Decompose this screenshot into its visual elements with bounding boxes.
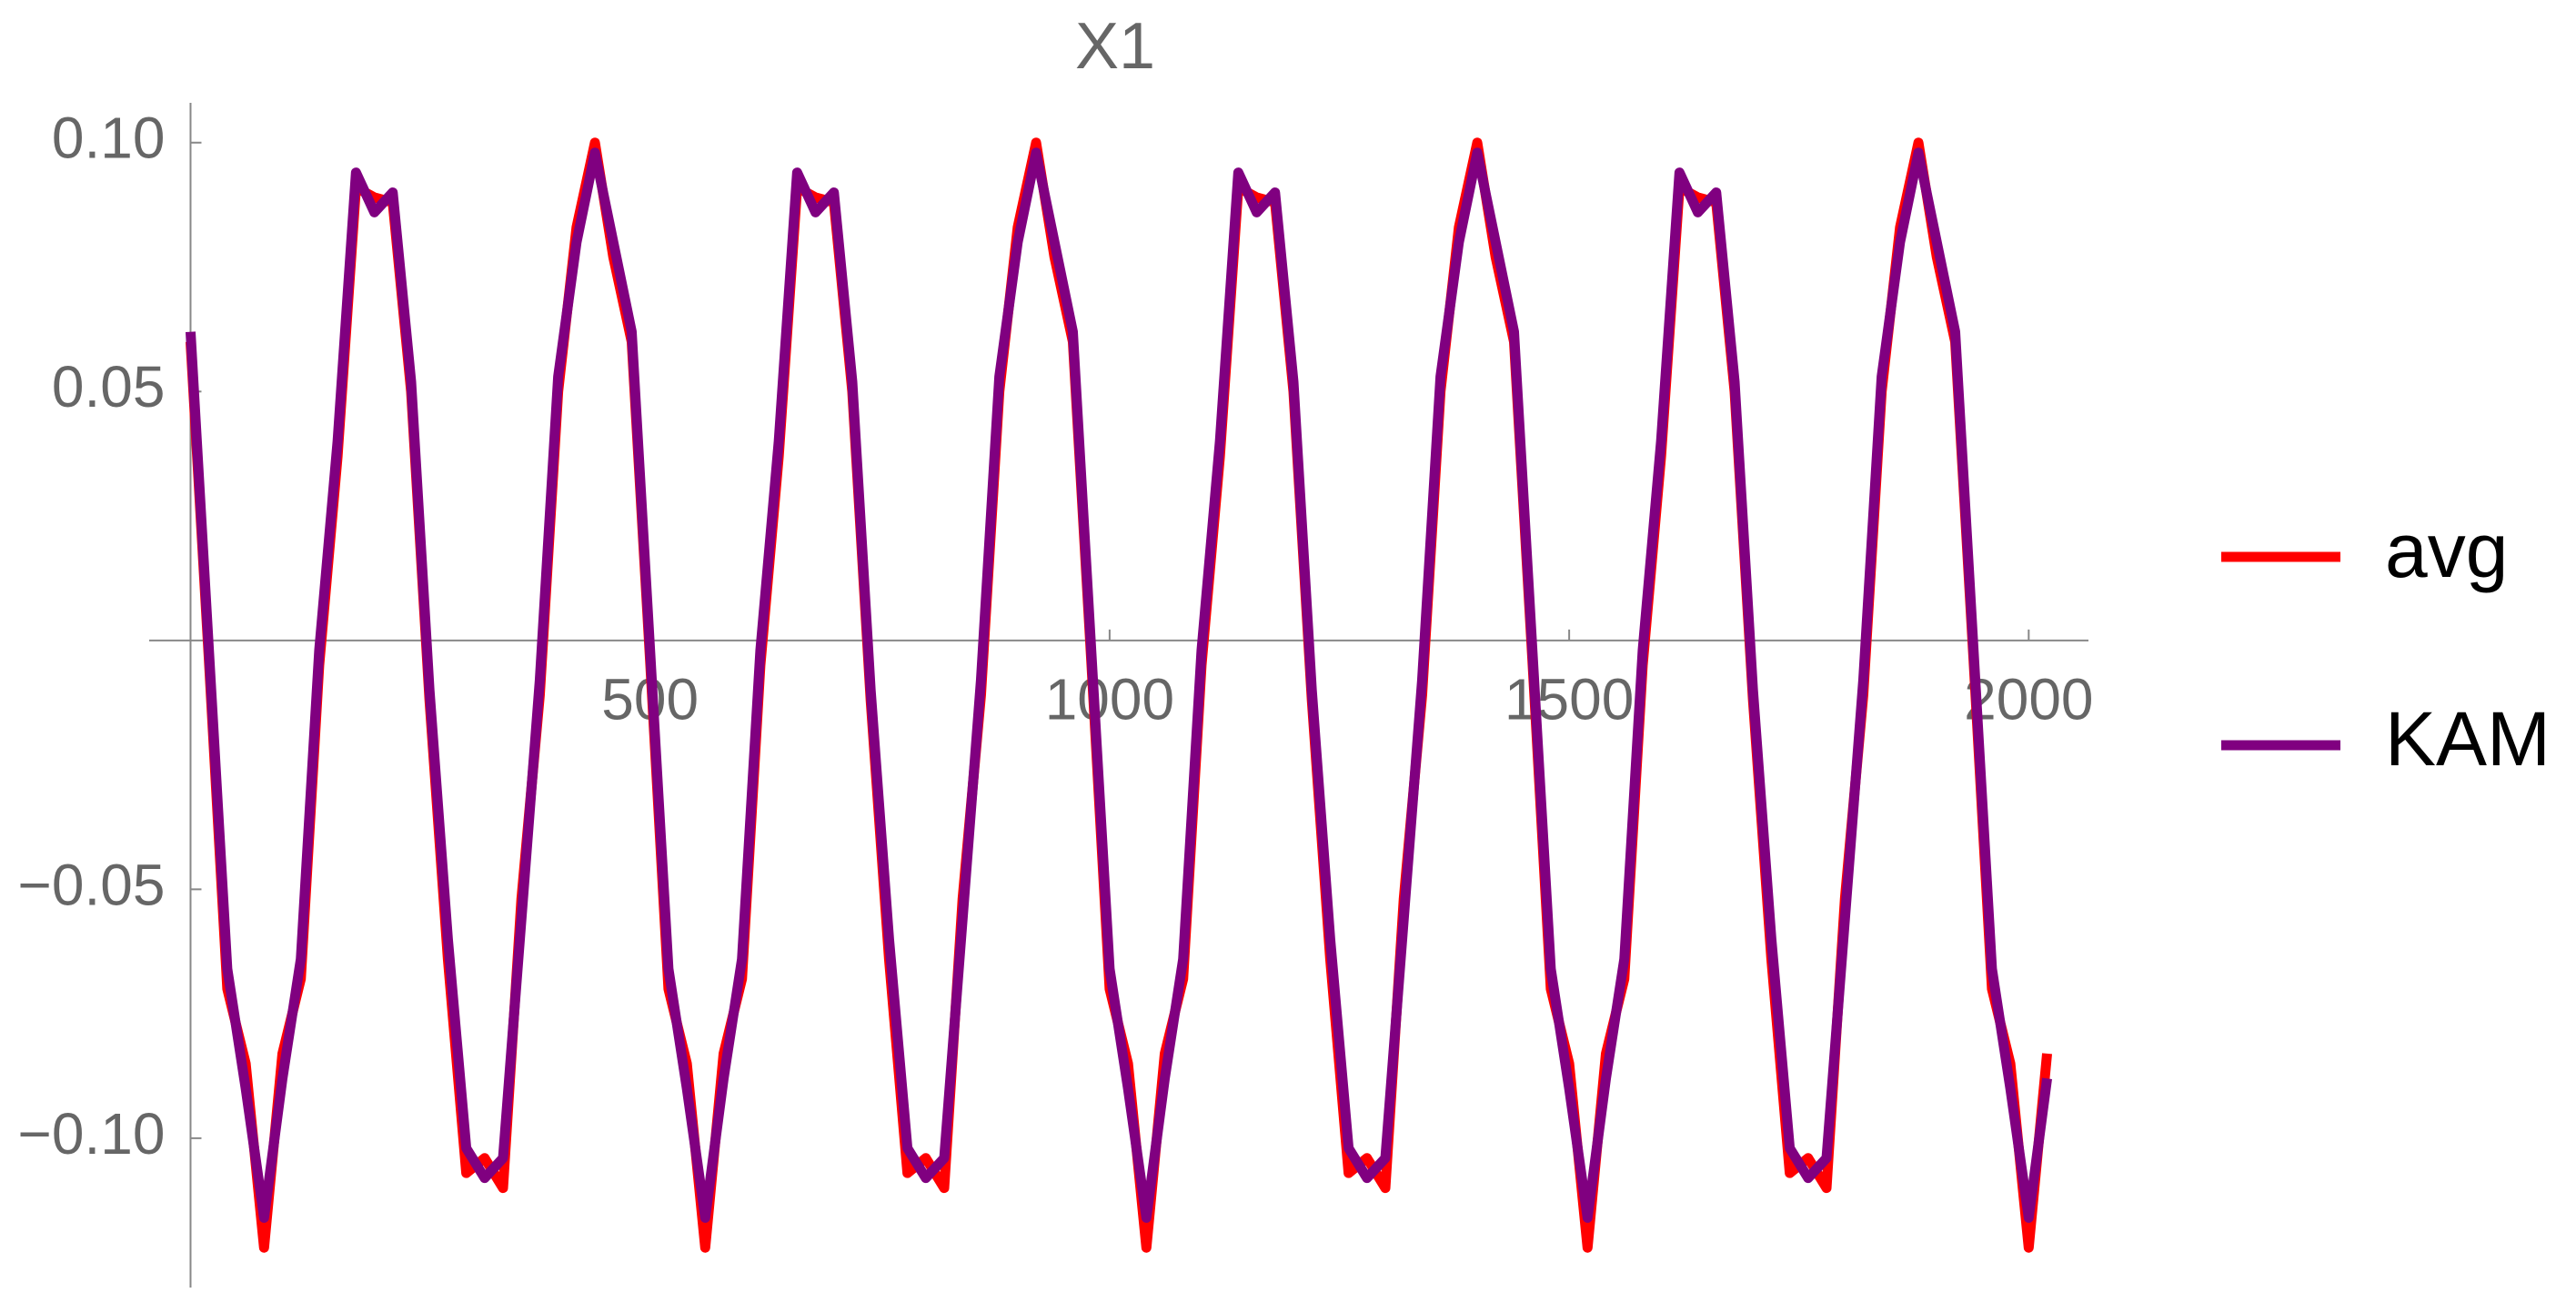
y-tick-label: −0.05 [18,852,166,917]
line [185,147,2052,1223]
y-tick-label: 0.05 [52,354,166,419]
legend-label: KAM [2385,696,2551,782]
y-tick-label: 0.10 [52,106,166,171]
x-tick-label: 1000 [1045,667,1174,732]
x-tick-label: 2000 [1964,667,2093,732]
y-tick-label: −0.10 [18,1101,166,1167]
legend-label: avg [2385,508,2508,593]
x-tick-label: 1500 [1504,667,1634,732]
chart-title: X1 [1075,10,1155,83]
